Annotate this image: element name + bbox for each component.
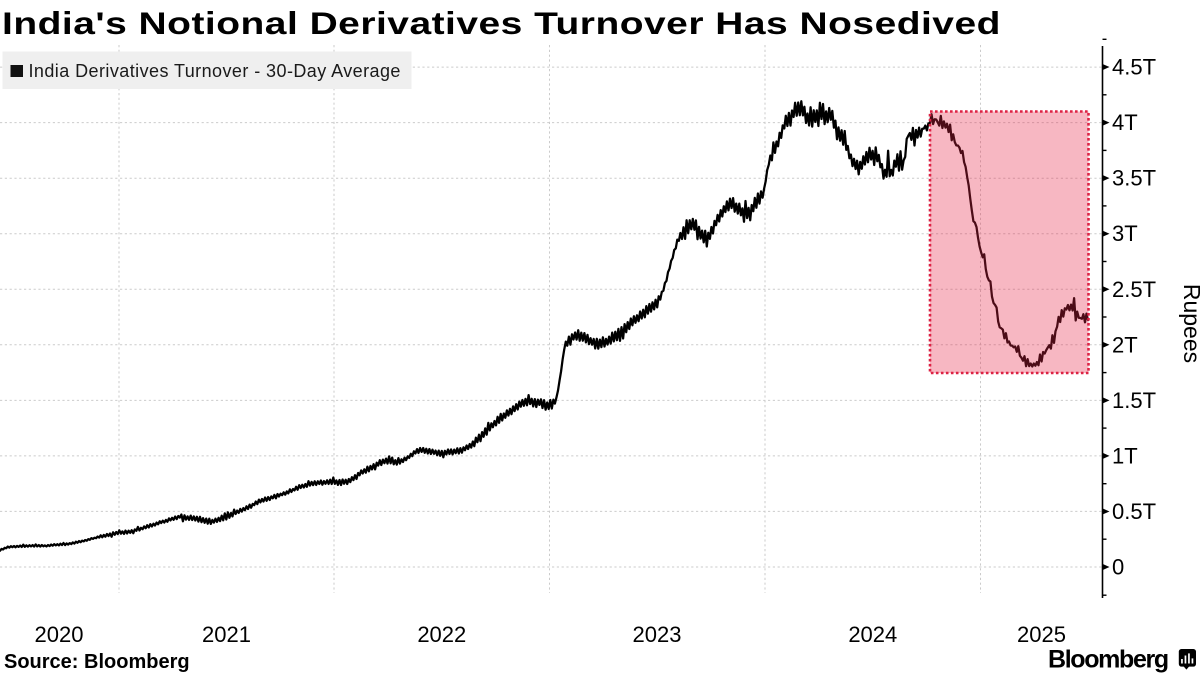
svg-text:2.5T: 2.5T xyxy=(1112,277,1156,302)
svg-text:2024: 2024 xyxy=(848,622,897,647)
svg-text:Source: Bloomberg: Source: Bloomberg xyxy=(4,651,190,673)
svg-text:2025: 2025 xyxy=(1017,622,1066,647)
svg-text:Rupees: Rupees xyxy=(1179,284,1200,363)
svg-text:1T: 1T xyxy=(1112,443,1138,468)
svg-text:India Derivatives Turnover - 3: India Derivatives Turnover - 30-Day Aver… xyxy=(29,61,401,81)
svg-text:2021: 2021 xyxy=(202,622,251,647)
svg-text:0: 0 xyxy=(1112,555,1124,580)
svg-text:2022: 2022 xyxy=(417,622,466,647)
svg-text:0.5T: 0.5T xyxy=(1112,499,1156,524)
svg-text:Bloomberg: Bloomberg xyxy=(1048,646,1168,674)
svg-text:4T: 4T xyxy=(1112,110,1138,135)
svg-text:1.5T: 1.5T xyxy=(1112,388,1156,413)
svg-text:2023: 2023 xyxy=(633,622,682,647)
svg-text:3.5T: 3.5T xyxy=(1112,166,1156,191)
svg-text:India's Notional Derivatives T: India's Notional Derivatives Turnover Ha… xyxy=(2,6,1001,42)
svg-text:4.5T: 4.5T xyxy=(1112,55,1156,80)
svg-text:3T: 3T xyxy=(1112,221,1138,246)
svg-text:2T: 2T xyxy=(1112,332,1138,357)
svg-text:2020: 2020 xyxy=(35,622,84,647)
